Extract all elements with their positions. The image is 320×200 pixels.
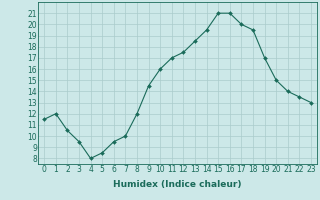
X-axis label: Humidex (Indice chaleur): Humidex (Indice chaleur) <box>113 180 242 189</box>
